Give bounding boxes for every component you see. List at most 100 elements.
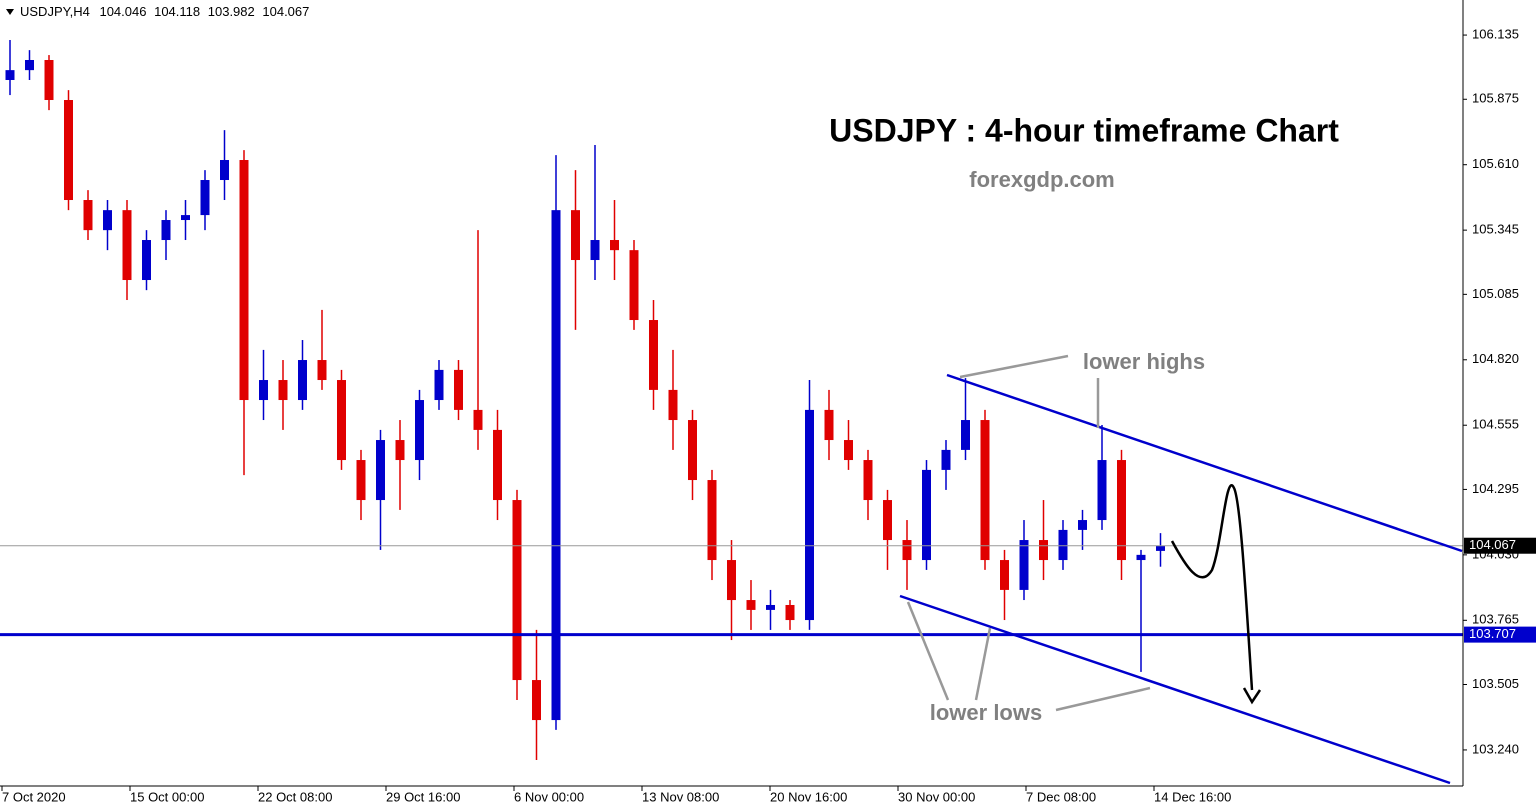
x-tick-label: 22 Oct 08:00 <box>258 789 332 804</box>
candle-body <box>259 380 268 401</box>
x-tick-label: 13 Nov 08:00 <box>642 789 719 804</box>
candle-body <box>103 210 112 231</box>
candle-body <box>863 460 873 501</box>
pointer <box>1055 686 1151 712</box>
candle-body <box>415 400 424 461</box>
candle-body <box>83 200 93 231</box>
candle-body <box>902 540 912 561</box>
candle-body <box>610 240 619 251</box>
candle-body <box>1117 460 1126 561</box>
candle-body <box>824 409 834 441</box>
last-low: 103.982 <box>208 4 255 19</box>
candle-body <box>473 409 483 430</box>
annotation: lower lows <box>930 700 1042 725</box>
candle-body <box>961 420 970 450</box>
candle-body <box>1136 554 1146 561</box>
pointer <box>974 627 992 701</box>
header: USDJPY,H4 104.046 104.118 103.982 104.06… <box>20 4 309 19</box>
pointer <box>906 601 950 701</box>
candle-body <box>629 250 639 321</box>
candle-body <box>746 600 756 610</box>
x-tick-label: 6 Nov 00:00 <box>514 789 584 804</box>
y-tick-label: 104.295 <box>1472 481 1519 496</box>
candle-body <box>1078 520 1087 530</box>
candle-body <box>922 469 931 561</box>
y-tick-label: 103.505 <box>1472 676 1519 691</box>
y-tick-label: 103.765 <box>1472 612 1519 627</box>
candle-body <box>395 440 405 461</box>
candle-body <box>376 440 385 501</box>
candle-body <box>493 429 502 501</box>
candle-body <box>805 409 814 621</box>
chart-subtitle: forexgdp.com <box>969 167 1114 192</box>
y-tick-label: 105.875 <box>1472 91 1519 106</box>
x-tick-label: 30 Nov 00:00 <box>898 789 975 804</box>
y-tick-label: 103.240 <box>1472 741 1519 756</box>
candle-body <box>64 100 73 201</box>
candle-body <box>1156 545 1165 551</box>
candle-body <box>434 369 444 401</box>
candle-body <box>44 60 54 101</box>
candle-body <box>688 420 697 481</box>
y-tick-label: 104.555 <box>1472 417 1519 432</box>
candle-body <box>239 160 249 401</box>
y-tick-label: 105.085 <box>1472 286 1519 301</box>
current-price-label: 104.067 <box>1469 537 1516 552</box>
projection-path <box>1170 484 1254 691</box>
candle-body <box>883 500 892 541</box>
annotation: lower highs <box>1083 349 1205 374</box>
candle-body <box>298 360 307 401</box>
upper-channel <box>946 373 1463 553</box>
x-tick-label: 7 Oct 2020 <box>2 789 66 804</box>
candle-body <box>1058 529 1068 561</box>
candle-body <box>1000 560 1009 590</box>
candle-body <box>1019 540 1029 590</box>
candle-body <box>707 480 717 561</box>
lower-channel <box>899 594 1451 785</box>
y-tick-label: 106.135 <box>1472 27 1519 42</box>
candle-body <box>590 240 600 261</box>
candle-body <box>727 560 736 601</box>
x-tick-label: 29 Oct 16:00 <box>386 789 460 804</box>
y-tick-label: 105.345 <box>1472 222 1519 237</box>
x-tick-label: 7 Dec 08:00 <box>1026 789 1096 804</box>
candle-body <box>337 380 346 461</box>
candle-body <box>278 380 288 401</box>
candle-body <box>317 360 327 381</box>
pointer <box>959 354 1069 379</box>
symbol: USDJPY,H4 <box>20 4 90 19</box>
candle-body <box>181 215 190 221</box>
candle-body <box>941 449 951 470</box>
projection-arrowhead <box>1242 687 1262 705</box>
candle-body <box>532 680 541 721</box>
y-tick-label: 104.820 <box>1472 351 1519 366</box>
candle-body <box>571 210 580 261</box>
candle-body <box>1039 540 1048 561</box>
candle-body <box>122 210 132 281</box>
candle-body <box>668 389 678 421</box>
support-price-label: 103.707 <box>1469 626 1516 641</box>
x-tick-label: 15 Oct 00:00 <box>130 789 204 804</box>
x-tick-label: 20 Nov 16:00 <box>770 789 847 804</box>
candle-body <box>161 220 171 241</box>
header-arrow <box>6 9 14 15</box>
candle-body <box>220 160 229 181</box>
candle-body <box>980 420 990 561</box>
last-high: 104.118 <box>154 4 200 19</box>
last-close: 104.067 <box>262 4 309 19</box>
candle-body <box>356 460 366 501</box>
x-tick-label: 14 Dec 16:00 <box>1154 789 1231 804</box>
candle-body <box>200 180 210 216</box>
candle-body <box>649 320 658 390</box>
y-tick-label: 105.610 <box>1472 156 1519 171</box>
candle-body <box>844 440 853 461</box>
current-price-box <box>1464 537 1536 554</box>
candle-body <box>785 604 795 621</box>
chart-title: USDJPY : 4-hour timeframe Chart <box>829 112 1339 148</box>
support-price-box <box>1464 626 1536 643</box>
candle-body <box>551 210 561 721</box>
candle-body <box>25 60 34 71</box>
candle-body <box>454 369 463 410</box>
